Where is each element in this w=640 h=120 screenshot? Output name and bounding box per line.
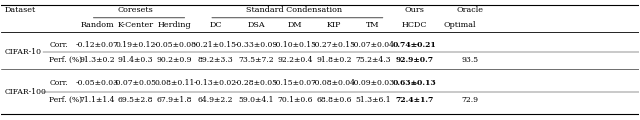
- Text: 71.1±1.4: 71.1±1.4: [79, 96, 115, 104]
- Text: DC: DC: [209, 21, 221, 29]
- Text: -0.10±0.15: -0.10±0.15: [274, 41, 317, 49]
- Text: -0.12±0.07: -0.12±0.07: [76, 41, 118, 49]
- Text: Corr.: Corr.: [49, 79, 68, 87]
- Text: Corr.: Corr.: [49, 41, 68, 49]
- Text: 73.5±7.2: 73.5±7.2: [239, 56, 274, 64]
- Text: Perf. (%): Perf. (%): [49, 96, 83, 104]
- Text: HCDC: HCDC: [401, 21, 427, 29]
- Text: Herding: Herding: [158, 21, 191, 29]
- Text: Oracle: Oracle: [456, 6, 483, 14]
- Text: -0.08±0.04: -0.08±0.04: [312, 79, 355, 87]
- Text: DSA: DSA: [248, 21, 265, 29]
- Text: Optimal: Optimal: [444, 21, 476, 29]
- Text: -0.27±0.15: -0.27±0.15: [312, 41, 355, 49]
- Text: 91.3±0.2: 91.3±0.2: [79, 56, 115, 64]
- Text: -0.07±0.05: -0.07±0.05: [114, 79, 157, 87]
- Text: 51.3±6.1: 51.3±6.1: [355, 96, 390, 104]
- Text: Dataset: Dataset: [4, 6, 36, 14]
- Text: -0.05±0.03: -0.05±0.03: [76, 79, 118, 87]
- Text: Standard Condensation: Standard Condensation: [246, 6, 342, 14]
- Text: CIFAR-10: CIFAR-10: [4, 48, 42, 56]
- Text: CIFAR-100: CIFAR-100: [4, 88, 47, 96]
- Text: -0.33±0.09: -0.33±0.09: [235, 41, 278, 49]
- Text: 69.5±2.8: 69.5±2.8: [118, 96, 153, 104]
- Text: -0.05±0.08: -0.05±0.08: [153, 41, 196, 49]
- Text: TM: TM: [366, 21, 380, 29]
- Text: Random: Random: [80, 21, 114, 29]
- Text: 72.9: 72.9: [461, 96, 478, 104]
- Text: 91.4±0.3: 91.4±0.3: [117, 56, 153, 64]
- Text: 68.8±0.6: 68.8±0.6: [316, 96, 352, 104]
- Text: -0.07±0.04: -0.07±0.04: [351, 41, 394, 49]
- Text: KIP: KIP: [327, 21, 341, 29]
- Text: -0.15±0.07: -0.15±0.07: [274, 79, 317, 87]
- Text: -0.21±0.15: -0.21±0.15: [194, 41, 237, 49]
- Text: Coresets: Coresets: [118, 6, 154, 14]
- Text: 0.19±0.12: 0.19±0.12: [115, 41, 156, 49]
- Text: 0.63±0.13: 0.63±0.13: [392, 79, 436, 87]
- Text: -0.09±0.03: -0.09±0.03: [351, 79, 394, 87]
- Text: 0.74±0.21: 0.74±0.21: [392, 41, 436, 49]
- Text: DM: DM: [288, 21, 302, 29]
- Text: 92.2±0.4: 92.2±0.4: [277, 56, 313, 64]
- Text: 70.1±0.6: 70.1±0.6: [277, 96, 313, 104]
- Text: 0.08±0.11: 0.08±0.11: [154, 79, 195, 87]
- Text: 75.2±4.3: 75.2±4.3: [355, 56, 390, 64]
- Text: K-Center: K-Center: [117, 21, 153, 29]
- Text: Perf. (%): Perf. (%): [49, 56, 83, 64]
- Text: 91.8±0.2: 91.8±0.2: [316, 56, 352, 64]
- Text: —: —: [410, 41, 418, 49]
- Text: —: —: [410, 79, 418, 87]
- Text: 93.5: 93.5: [461, 56, 478, 64]
- Text: 67.9±1.8: 67.9±1.8: [157, 96, 193, 104]
- Text: 90.2±0.9: 90.2±0.9: [157, 56, 193, 64]
- Text: Ours: Ours: [404, 6, 424, 14]
- Text: -0.28±0.05: -0.28±0.05: [235, 79, 278, 87]
- Text: 59.0±4.1: 59.0±4.1: [239, 96, 274, 104]
- Text: 64.9±2.2: 64.9±2.2: [198, 96, 233, 104]
- Text: 92.9±0.7: 92.9±0.7: [396, 56, 433, 64]
- Text: -0.13±0.02: -0.13±0.02: [194, 79, 237, 87]
- Text: 72.4±1.7: 72.4±1.7: [395, 96, 433, 104]
- Text: 89.2±3.3: 89.2±3.3: [198, 56, 234, 64]
